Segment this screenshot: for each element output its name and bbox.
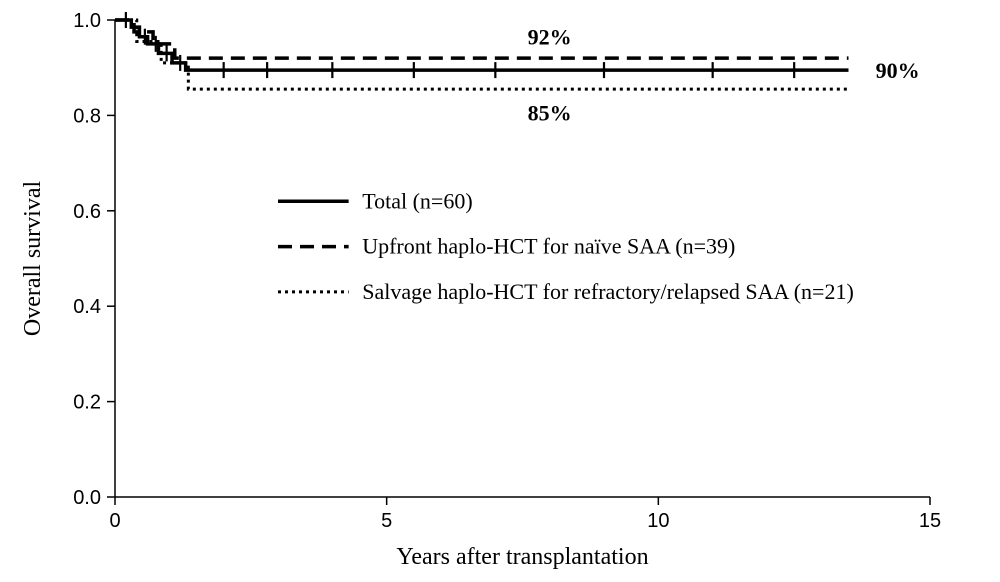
y-tick-label: 1.0 (73, 10, 101, 32)
annotation-label: 90% (876, 58, 920, 83)
y-axis-label: Overall survival (20, 181, 46, 337)
x-tick-label: 15 (919, 510, 941, 532)
chart-svg: 0 5 10 15 0.0 0.2 0.4 0.6 0.8 1.0 Years after tran… (0, 0, 1000, 582)
x-tick-label: 0 (109, 510, 120, 532)
y-tick-label: 0.4 (73, 296, 101, 318)
x-tick-label: 5 (381, 510, 392, 532)
legend-label: Upfront haplo-HCT for naïve SAA (n=39) (362, 234, 735, 259)
annotation-label: 92% (528, 24, 572, 49)
annotation-label: 85% (528, 101, 572, 126)
x-tick-label: 10 (647, 510, 669, 532)
series-total: Total (n=60) (115, 20, 849, 70)
y-tick-label: 0.8 (73, 105, 101, 127)
series-salvage: Salvage haplo-HCT for refractory/relapse… (115, 20, 849, 89)
y-tick-label: 0.0 (73, 487, 101, 509)
survival-chart: 0 5 10 15 0.0 0.2 0.4 0.6 0.8 1.0 Years after tran… (0, 0, 1000, 582)
y-tick-label: 0.2 (73, 392, 101, 414)
legend-label: Salvage haplo-HCT for refractory/relapse… (362, 279, 854, 304)
y-tick-label: 0.6 (73, 201, 101, 223)
x-axis-label: Years after transplantation (396, 544, 648, 570)
legend-label: Total (n=60) (362, 188, 472, 213)
series-upfront: Upfront haplo-HCT for naïve SAA (n=39) (115, 20, 849, 58)
